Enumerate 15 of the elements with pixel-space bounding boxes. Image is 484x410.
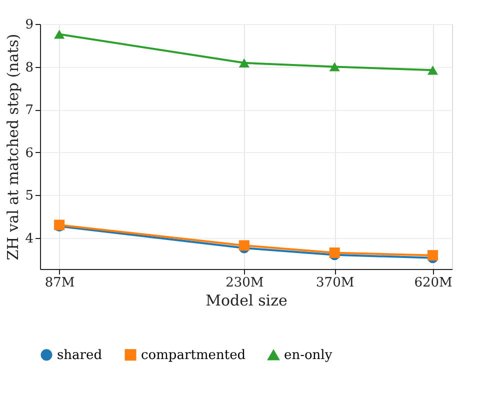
y-tick-label: 8	[25, 60, 34, 76]
x-tick-label: 370M	[316, 276, 354, 290]
x-tick-label: 87M	[44, 276, 75, 290]
legend-label: compartmented	[141, 348, 246, 363]
y-tick-label: 5	[25, 188, 34, 204]
legend-label: shared	[57, 348, 102, 363]
y-axis-title: ZH val at matched step (nats)	[4, 34, 22, 260]
x-tick-label: 230M	[226, 276, 264, 290]
y-tick-label: 4	[25, 231, 34, 246]
x-tick-label: 620M	[414, 276, 452, 290]
x-axis-title: Model size	[206, 292, 288, 310]
legend-label: en-only	[284, 348, 333, 364]
y-tick-label: 9	[25, 18, 34, 32]
y-tick-label: 6	[25, 146, 34, 161]
y-tick-label: 7	[25, 103, 34, 118]
